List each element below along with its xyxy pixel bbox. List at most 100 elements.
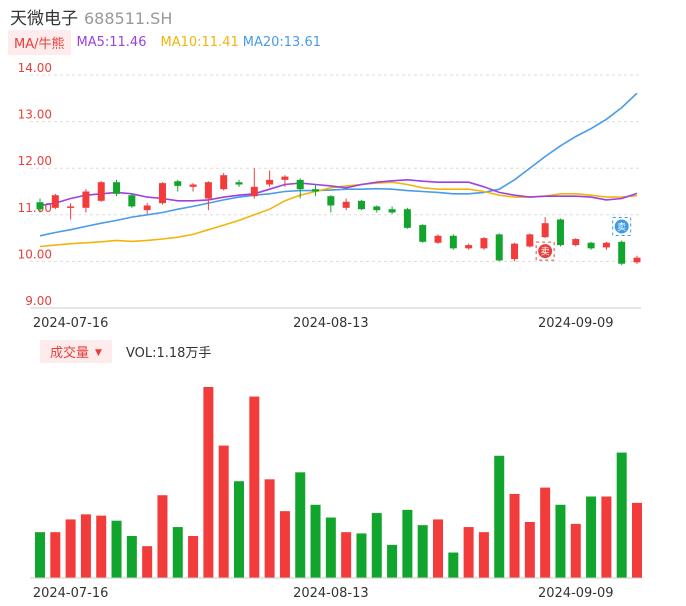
candle — [388, 206, 396, 214]
candle — [495, 233, 503, 262]
volume-bar — [126, 535, 137, 578]
candle — [128, 193, 136, 208]
stock-name: 天微电子 — [10, 9, 78, 29]
candle — [633, 255, 641, 264]
volume-bars — [30, 387, 642, 579]
candle — [465, 243, 473, 250]
volume-date-label: 2024-09-09 — [538, 586, 614, 601]
signal-marker[interactable]: 卖 — [535, 241, 555, 261]
volume-bar — [35, 532, 45, 578]
candle — [51, 193, 59, 210]
ma-lines — [39, 92, 638, 248]
candle — [250, 168, 258, 199]
volume-date-label: 2024-08-13 — [293, 586, 369, 601]
ma-toggle-button[interactable]: MA/牛熊 — [8, 29, 71, 55]
volume-bar — [234, 481, 244, 578]
volume-bar — [188, 535, 199, 578]
candle — [82, 189, 90, 213]
candle — [235, 179, 243, 187]
candle — [174, 179, 182, 192]
volume-bar — [325, 517, 336, 578]
candle — [572, 238, 580, 247]
candle — [526, 233, 534, 248]
volume-bar — [111, 520, 122, 578]
candle — [266, 170, 274, 187]
price-date-axis: 2024-07-16 2024-08-13 2024-09-09 — [33, 316, 614, 331]
volume-bar — [601, 496, 612, 578]
candle — [556, 218, 564, 247]
candle — [158, 182, 166, 205]
candle — [296, 178, 304, 199]
volume-bar — [433, 519, 443, 578]
volume-bar — [249, 396, 260, 578]
candle — [36, 198, 44, 213]
candle — [602, 241, 610, 250]
volume-toggle-button[interactable]: 成交量 ▼ — [40, 339, 112, 363]
volume-bar — [279, 511, 290, 578]
volume-bar — [555, 504, 566, 578]
volume-legend: 成交量 ▼ VOL:1.18万手 — [40, 339, 212, 363]
volume-bar — [509, 493, 520, 578]
dropdown-arrow-icon: ▼ — [95, 347, 102, 358]
price-tick-label: 13.00 — [18, 108, 52, 122]
candle — [189, 183, 197, 192]
signal-marker[interactable]: 卖 — [612, 216, 632, 236]
svg-text:卖: 卖 — [541, 247, 550, 258]
ma5-line — [39, 178, 638, 207]
candle — [143, 203, 151, 214]
volume-bar — [540, 487, 551, 578]
volume-bar — [371, 513, 382, 578]
volume-bar — [478, 532, 489, 578]
signal-markers: 卖卖 — [535, 216, 632, 261]
volume-bar — [142, 546, 153, 578]
candle — [618, 240, 626, 266]
volume-bar — [402, 509, 413, 578]
price-date-label: 2024-09-09 — [538, 316, 614, 331]
price-grid — [30, 74, 641, 309]
svg-text:卖: 卖 — [617, 222, 626, 233]
candle — [419, 224, 427, 243]
volume-value-label: VOL:1.18万手 — [125, 345, 212, 361]
volume-bar — [264, 479, 275, 578]
volume-bar — [524, 521, 535, 578]
volume-bar — [616, 452, 627, 578]
candle — [541, 217, 549, 239]
volume-toggle-label: 成交量 — [50, 345, 90, 361]
volume-bar — [157, 495, 168, 578]
candle — [113, 179, 121, 197]
stock-title: 天微电子 688511.SH — [10, 4, 172, 29]
ma10-label: MA10:11.41 — [160, 34, 239, 50]
candle — [220, 172, 228, 191]
ma20-label: MA20:13.61 — [242, 34, 321, 50]
volume-bar — [341, 532, 352, 578]
volume-bar — [356, 533, 367, 578]
volume-bar — [80, 514, 91, 578]
candle — [97, 181, 105, 202]
candle — [449, 234, 457, 250]
volume-bar — [172, 527, 183, 578]
candle — [587, 241, 595, 250]
candle — [327, 195, 335, 213]
volume-bar — [463, 527, 474, 578]
stock-code: 688511.SH — [84, 9, 173, 28]
candle — [312, 184, 320, 197]
volume-bar — [494, 455, 505, 578]
volume-bar — [586, 496, 597, 578]
candle — [281, 175, 289, 187]
volume-bar — [632, 502, 642, 578]
price-tick-label: 14.00 — [18, 61, 52, 75]
price-tick-label: 11.00 — [18, 201, 52, 215]
volume-bar — [387, 544, 398, 578]
volume-bar — [417, 525, 428, 578]
candlesticks — [36, 168, 641, 266]
ma5-label: MA5:11.46 — [76, 34, 147, 50]
price-tick-label: 12.00 — [18, 154, 52, 168]
price-tick-label: 9.00 — [25, 294, 52, 308]
price-date-label: 2024-08-13 — [293, 316, 369, 331]
price-date-label: 2024-07-16 — [33, 316, 109, 331]
candle — [434, 234, 442, 244]
candle — [480, 237, 488, 250]
volume-bar — [96, 515, 107, 578]
candle — [357, 199, 365, 211]
